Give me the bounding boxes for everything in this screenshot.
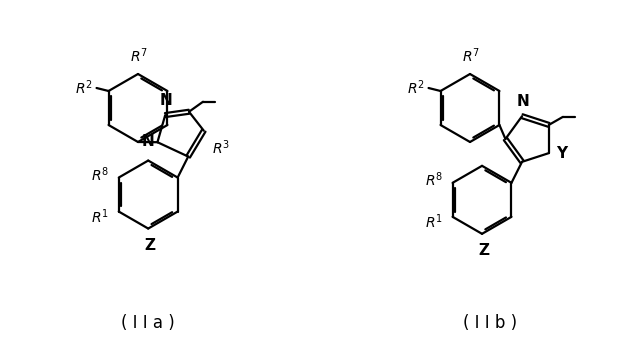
Text: ( I I b ): ( I I b ) xyxy=(463,314,517,332)
Text: N: N xyxy=(160,93,173,108)
Text: $R^3$: $R^3$ xyxy=(212,139,230,157)
Text: Z: Z xyxy=(479,243,490,258)
Text: $R^8$: $R^8$ xyxy=(91,165,109,184)
Text: $R^2$: $R^2$ xyxy=(75,79,93,97)
Text: Y: Y xyxy=(556,146,567,161)
Text: Z: Z xyxy=(145,238,156,253)
Text: $R^7$: $R^7$ xyxy=(130,47,148,65)
Text: $R^8$: $R^8$ xyxy=(424,170,443,189)
Text: ( I I a ): ( I I a ) xyxy=(121,314,175,332)
Text: N: N xyxy=(141,134,154,149)
Text: N: N xyxy=(516,94,529,109)
Text: $R^1$: $R^1$ xyxy=(91,207,109,226)
Text: $R^7$: $R^7$ xyxy=(462,47,480,65)
Text: $R^1$: $R^1$ xyxy=(425,212,443,231)
Text: $R^2$: $R^2$ xyxy=(407,79,424,97)
